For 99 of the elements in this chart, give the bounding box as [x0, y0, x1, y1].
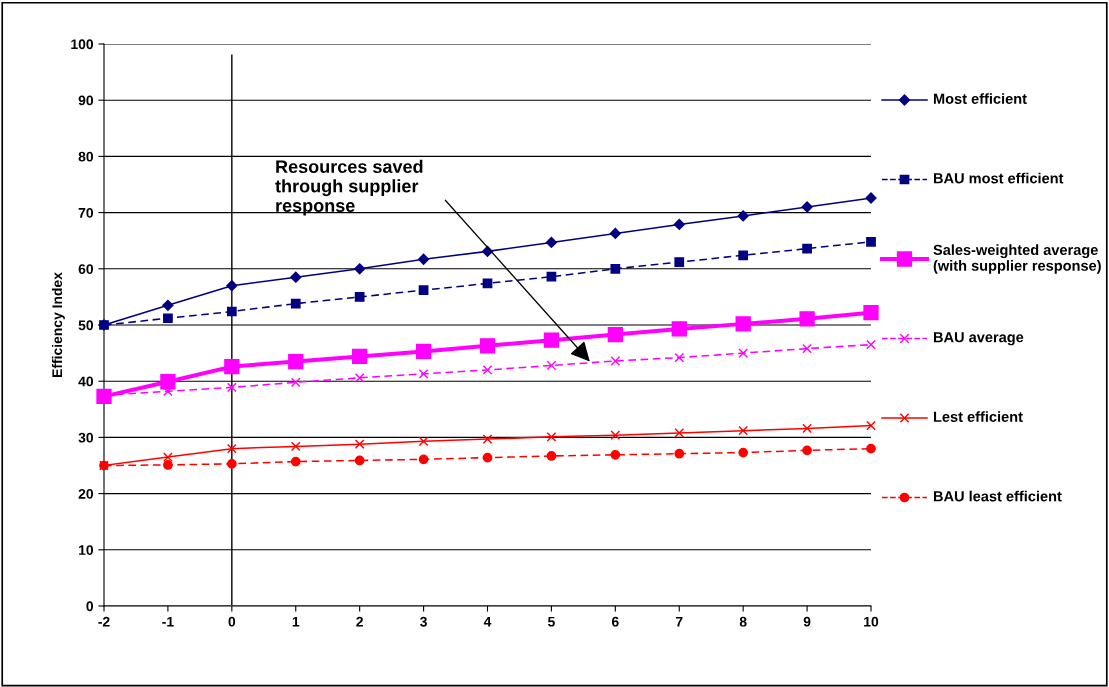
point: [546, 431, 557, 442]
point: [799, 311, 815, 327]
x-tick-label: 8: [739, 616, 747, 627]
point: [224, 358, 240, 375]
point: [418, 369, 429, 379]
point: [674, 448, 685, 459]
y-tick-label: 30: [78, 432, 94, 443]
point: [738, 250, 749, 261]
point: [226, 382, 237, 393]
point: [545, 236, 558, 248]
y-tick-label: 0: [86, 601, 94, 612]
point: [866, 236, 876, 247]
point: [352, 348, 368, 365]
x-tick-label: -1: [162, 616, 174, 627]
point: [415, 343, 432, 360]
point: [738, 425, 749, 436]
point: [290, 271, 302, 283]
y-tick-label: 40: [78, 376, 94, 387]
point: [546, 451, 557, 461]
x-tick-label: 2: [356, 616, 363, 627]
x-tick-label: 5: [547, 616, 555, 627]
point: [160, 374, 176, 390]
x-tick-label: 1: [292, 616, 300, 627]
point: [482, 452, 493, 463]
point: [674, 352, 685, 363]
y-tick-label: 50: [78, 320, 94, 331]
point: [354, 372, 365, 383]
point: [863, 304, 879, 321]
y-tick-label: 20: [78, 488, 94, 499]
x-tick-label: -2: [98, 616, 110, 627]
point: [802, 423, 812, 434]
point: [610, 449, 621, 460]
point: [226, 306, 237, 317]
legend-label: BAU least efficient: [933, 490, 1062, 502]
point: [479, 338, 496, 354]
point: [546, 271, 557, 282]
point: [354, 263, 366, 275]
point: [738, 447, 749, 458]
y-axis-title: Efficiency Index: [51, 272, 65, 377]
point: [738, 348, 749, 358]
point: [674, 428, 685, 438]
point: [802, 243, 812, 254]
point: [482, 365, 493, 375]
point: [546, 360, 557, 371]
point: [354, 455, 365, 466]
point: [802, 343, 812, 354]
y-tick-label: 80: [78, 151, 94, 162]
point: [674, 257, 685, 267]
x-tick-label: 7: [675, 616, 683, 627]
point: [482, 434, 493, 444]
y-tick-label: 70: [78, 207, 94, 218]
point: [607, 326, 623, 343]
point: [288, 353, 304, 370]
point: [290, 377, 301, 388]
y-tick-label: 100: [71, 39, 94, 50]
point: [866, 443, 876, 454]
x-tick-label: 9: [803, 616, 811, 627]
legend-label: BAU most efficient: [933, 172, 1064, 184]
point: [354, 439, 365, 450]
point: [290, 456, 301, 467]
point: [226, 458, 237, 469]
y-tick-label: 60: [78, 264, 94, 274]
point: [866, 339, 876, 350]
point: [163, 460, 173, 470]
point: [671, 321, 687, 337]
legend-label: BAU average: [933, 332, 1024, 346]
point: [735, 316, 751, 332]
point: [354, 292, 365, 302]
point: [609, 227, 621, 239]
point: [226, 443, 237, 454]
point: [418, 285, 429, 296]
x-tick-label: 10: [864, 616, 879, 627]
point: [610, 430, 621, 441]
x-tick-label: 4: [483, 616, 492, 627]
legend-label: Most efficient: [933, 93, 1027, 104]
point: [737, 210, 749, 222]
point: [418, 436, 429, 447]
x-tick-label: 3: [420, 616, 427, 627]
point: [801, 201, 813, 213]
point: [673, 218, 685, 231]
point: [543, 332, 560, 348]
point: [417, 253, 430, 265]
legend-label: Sales-weighted average (with supplier response): [933, 244, 1101, 274]
point: [866, 420, 876, 431]
point: [802, 445, 812, 456]
point: [610, 263, 621, 274]
x-tick-label: 6: [611, 616, 619, 627]
point: [226, 280, 238, 292]
x-tick-label: 0: [228, 616, 236, 627]
y-tick-label: 10: [79, 545, 94, 555]
point: [290, 298, 301, 309]
point: [610, 356, 621, 366]
point: [163, 313, 173, 324]
point: [162, 299, 174, 311]
legend-label: Lest efficient: [933, 411, 1023, 422]
y-tick-label: 90: [78, 95, 94, 106]
point: [418, 454, 429, 465]
point: [290, 441, 301, 452]
point: [163, 452, 173, 462]
